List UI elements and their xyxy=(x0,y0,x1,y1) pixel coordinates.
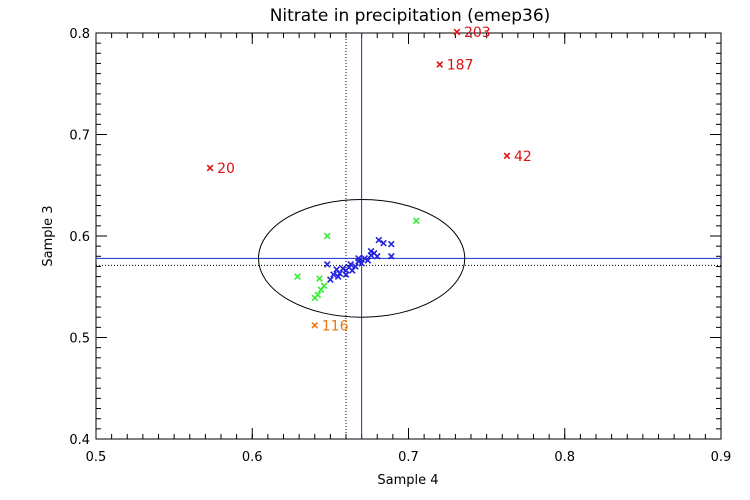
confidence-ellipse xyxy=(258,198,466,318)
blue-point xyxy=(367,247,375,255)
outlier-point xyxy=(311,321,319,329)
green-point xyxy=(314,291,322,299)
blue-point xyxy=(323,261,331,268)
green-point xyxy=(320,282,328,290)
blue-point xyxy=(364,256,372,264)
green-point xyxy=(316,275,323,282)
plot-area: 0.5 0.6 0.7 0.8 0.9 0.4 0.5 0.6 0.7 0.8 203 187 42 20… xyxy=(69,25,731,465)
blue-point xyxy=(387,252,395,260)
x-tick-label: 0.8 xyxy=(554,450,575,465)
x-axis-label: Sample 4 xyxy=(377,473,438,488)
outlier-label: 203 xyxy=(464,25,491,41)
x-tick-label: 0.7 xyxy=(398,450,419,465)
outlier-point xyxy=(206,164,214,172)
blue-point xyxy=(380,239,387,247)
outlier-point xyxy=(436,61,444,68)
green-point xyxy=(412,217,420,225)
blue-point xyxy=(347,261,355,268)
x-tick-label: 0.9 xyxy=(711,450,732,465)
blue-point xyxy=(342,271,350,278)
y-tick-label: 0.5 xyxy=(69,332,90,347)
green-point xyxy=(323,232,331,240)
outlier-label: 20 xyxy=(217,161,235,177)
x-tick-label: 0.5 xyxy=(86,450,107,465)
y-tick-label: 0.8 xyxy=(69,27,90,42)
blue-point xyxy=(387,240,395,248)
blue-point xyxy=(352,263,359,270)
green-point xyxy=(294,273,301,280)
blue-point xyxy=(330,271,337,278)
outlier-point xyxy=(503,152,511,160)
blue-point xyxy=(355,254,362,262)
blue-point xyxy=(375,236,383,244)
chart-title: Nitrate in precipitation (emep36) xyxy=(270,6,551,26)
y-tick-label: 0.4 xyxy=(69,433,90,448)
outlier-label: 42 xyxy=(514,149,532,165)
y-axis-label: Sample 3 xyxy=(41,205,56,266)
plot-frame xyxy=(95,32,722,440)
blue-point xyxy=(373,252,381,260)
blue-point xyxy=(327,276,334,284)
outlier-label: 187 xyxy=(447,57,474,73)
y-tick-label: 0.7 xyxy=(69,129,90,144)
blue-point xyxy=(334,273,342,280)
outlier-point xyxy=(453,28,461,36)
y-tick-label: 0.6 xyxy=(69,230,90,245)
outlier-label: 116 xyxy=(322,318,349,334)
blue-point xyxy=(358,260,365,267)
x-tick-label: 0.6 xyxy=(242,450,263,465)
